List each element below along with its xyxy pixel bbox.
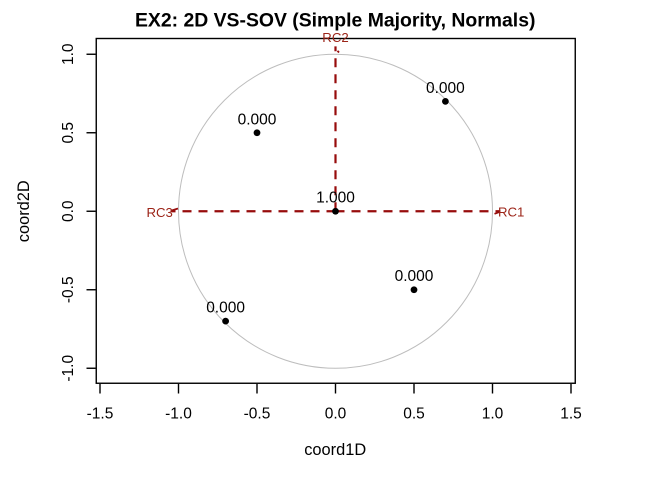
svg-text:EX2: 2D VS-SOV (Simple Majorit: EX2: 2D VS-SOV (Simple Majority, Normals… [135,10,535,32]
svg-text:RC1: RC1 [498,205,524,220]
svg-text:0.5: 0.5 [60,122,77,144]
svg-text:0.5: 0.5 [403,406,425,423]
svg-text:0.0: 0.0 [60,200,77,222]
svg-text:-0.5: -0.5 [244,406,271,423]
svg-text:1.000: 1.000 [316,190,355,207]
svg-text:1.0: 1.0 [60,43,77,65]
svg-text:0.0: 0.0 [325,406,347,423]
svg-text:-1.0: -1.0 [60,355,77,382]
svg-text:0.000: 0.000 [238,111,277,128]
svg-text:0.000: 0.000 [426,80,465,97]
svg-text:coord2D: coord2D [15,180,33,242]
svg-text:0.000: 0.000 [395,268,434,285]
svg-text:1.5: 1.5 [560,406,582,423]
svg-text:1.0: 1.0 [482,406,504,423]
svg-text:-1.5: -1.5 [87,406,114,423]
svg-text:RC2: RC2 [322,30,348,45]
svg-text:coord1D: coord1D [304,441,366,459]
svg-text:-1.0: -1.0 [165,406,192,423]
svg-text:RC3: RC3 [147,205,173,220]
svg-text:0.000: 0.000 [206,299,245,316]
svg-text:-0.5: -0.5 [60,276,77,303]
